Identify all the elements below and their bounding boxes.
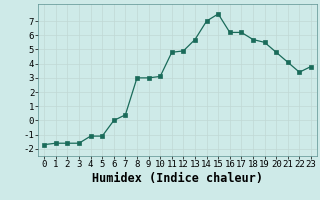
X-axis label: Humidex (Indice chaleur): Humidex (Indice chaleur)	[92, 172, 263, 185]
